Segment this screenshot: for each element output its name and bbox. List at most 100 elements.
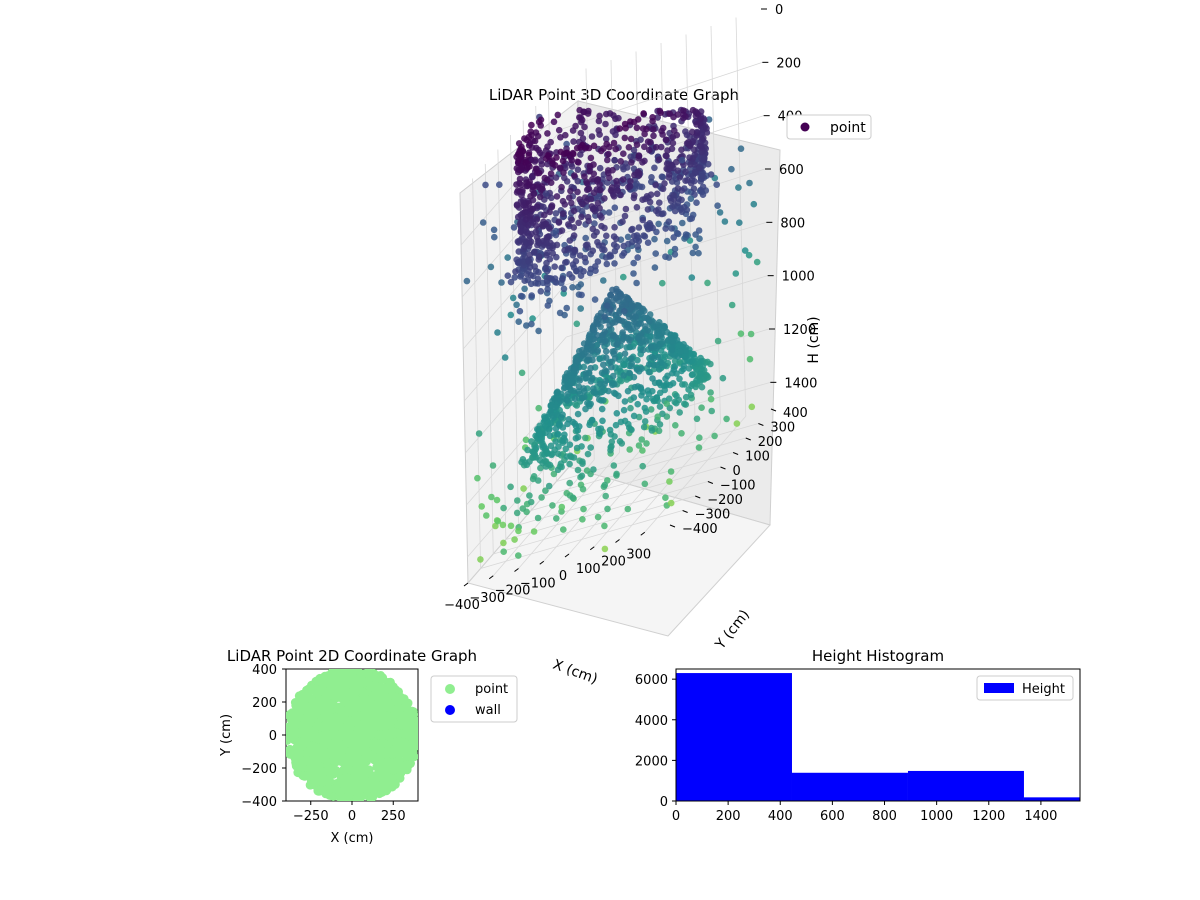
point-3d: [611, 381, 618, 388]
point-3d: [574, 188, 581, 196]
point-3d: [537, 464, 544, 472]
point-3d: [518, 181, 525, 189]
x-tick-mark: [463, 582, 469, 587]
point-3d: [535, 146, 542, 154]
point-3d: [728, 165, 735, 173]
point-3d: [574, 427, 581, 434]
y-tick-label-hist: 6000: [635, 673, 668, 688]
point-3d: [517, 153, 525, 161]
point-3d: [564, 397, 571, 404]
point-3d: [582, 405, 589, 413]
point-3d: [537, 288, 545, 295]
point-3d: [574, 410, 582, 418]
point-3d: [530, 190, 538, 198]
point-3d: [723, 415, 730, 423]
point-2d: [381, 697, 391, 707]
point-3d: [721, 218, 729, 225]
point-3d: [650, 126, 657, 133]
point-3d: [594, 347, 602, 354]
point-3d: [546, 432, 554, 440]
chart-3d-xlabel: X (cm): [551, 657, 600, 688]
point-3d: [527, 271, 535, 279]
point-3d: [536, 193, 544, 201]
point-3d: [572, 364, 580, 372]
point-3d: [500, 504, 507, 512]
point-3d: [582, 434, 589, 442]
point-3d: [668, 346, 675, 354]
point-3d: [748, 403, 756, 411]
point-3d: [514, 259, 522, 266]
point-3d: [542, 220, 550, 228]
point-3d: [663, 400, 670, 408]
point-3d: [612, 390, 619, 398]
histogram-frame: [675, 668, 1081, 802]
y-tick-label: −200: [707, 493, 743, 508]
point-3d: [601, 224, 608, 232]
point-3d: [548, 194, 555, 202]
point-3d: [645, 194, 652, 202]
point-3d: [609, 166, 616, 174]
point-3d: [595, 117, 603, 125]
point-3d: [541, 174, 549, 182]
point-3d: [627, 178, 634, 185]
point-3d: [645, 390, 653, 398]
point-3d: [534, 132, 542, 140]
point-3d: [635, 442, 643, 449]
point-3d: [620, 150, 627, 157]
z-tick-label: 200: [776, 56, 801, 71]
point-3d: [521, 285, 528, 293]
point-3d: [615, 309, 623, 317]
point-3d: [648, 353, 656, 361]
x-tick-label: −300: [469, 591, 505, 606]
point-3d: [531, 248, 538, 256]
point-3d: [646, 317, 653, 325]
point-3d: [535, 269, 542, 276]
point-3d: [645, 368, 653, 376]
chart-2d-points: [286, 669, 418, 801]
point-3d: [514, 238, 522, 245]
z-tick-label: 800: [780, 216, 805, 231]
point-3d: [682, 231, 690, 238]
x-tick-label-hist: 200: [716, 809, 741, 824]
point-3d: [612, 421, 620, 429]
point-2d: [314, 734, 324, 744]
point-3d: [641, 480, 649, 488]
point-3d: [575, 283, 582, 291]
point-3d: [669, 139, 677, 147]
point-2d: [376, 673, 386, 683]
point-2d: [362, 748, 372, 758]
point-3d: [589, 356, 596, 364]
x-tick-label: −100: [520, 576, 556, 591]
point-3d: [542, 487, 549, 495]
point-3d: [654, 413, 661, 421]
point-3d: [552, 210, 560, 217]
point-2d: [374, 730, 383, 740]
point-3d: [693, 129, 701, 137]
point-3d: [711, 432, 718, 440]
point-2d: [329, 739, 339, 749]
point-3d: [639, 196, 646, 203]
point-3d: [588, 347, 595, 354]
point-3d: [657, 143, 665, 151]
y-tick-label-2d: 400: [252, 663, 277, 678]
point-3d: [552, 174, 560, 181]
point-3d: [566, 460, 573, 468]
point-3d: [728, 301, 736, 309]
point-3d: [561, 247, 568, 254]
point-3d: [568, 274, 576, 281]
point-3d: [676, 174, 684, 181]
point-3d: [570, 246, 578, 254]
grid-line: [564, 168, 766, 234]
point-3d: [529, 183, 537, 190]
point-3d: [534, 477, 542, 484]
point-3d: [475, 430, 483, 437]
point-2d: [383, 711, 393, 721]
point-3d: [528, 320, 535, 328]
point-2d: [393, 728, 402, 738]
point-3d: [619, 252, 626, 259]
point-3d: [553, 279, 560, 286]
point-3d: [647, 343, 655, 350]
point-3d: [707, 171, 715, 178]
x-tick-label: 0: [559, 569, 567, 584]
point-3d: [651, 235, 658, 243]
